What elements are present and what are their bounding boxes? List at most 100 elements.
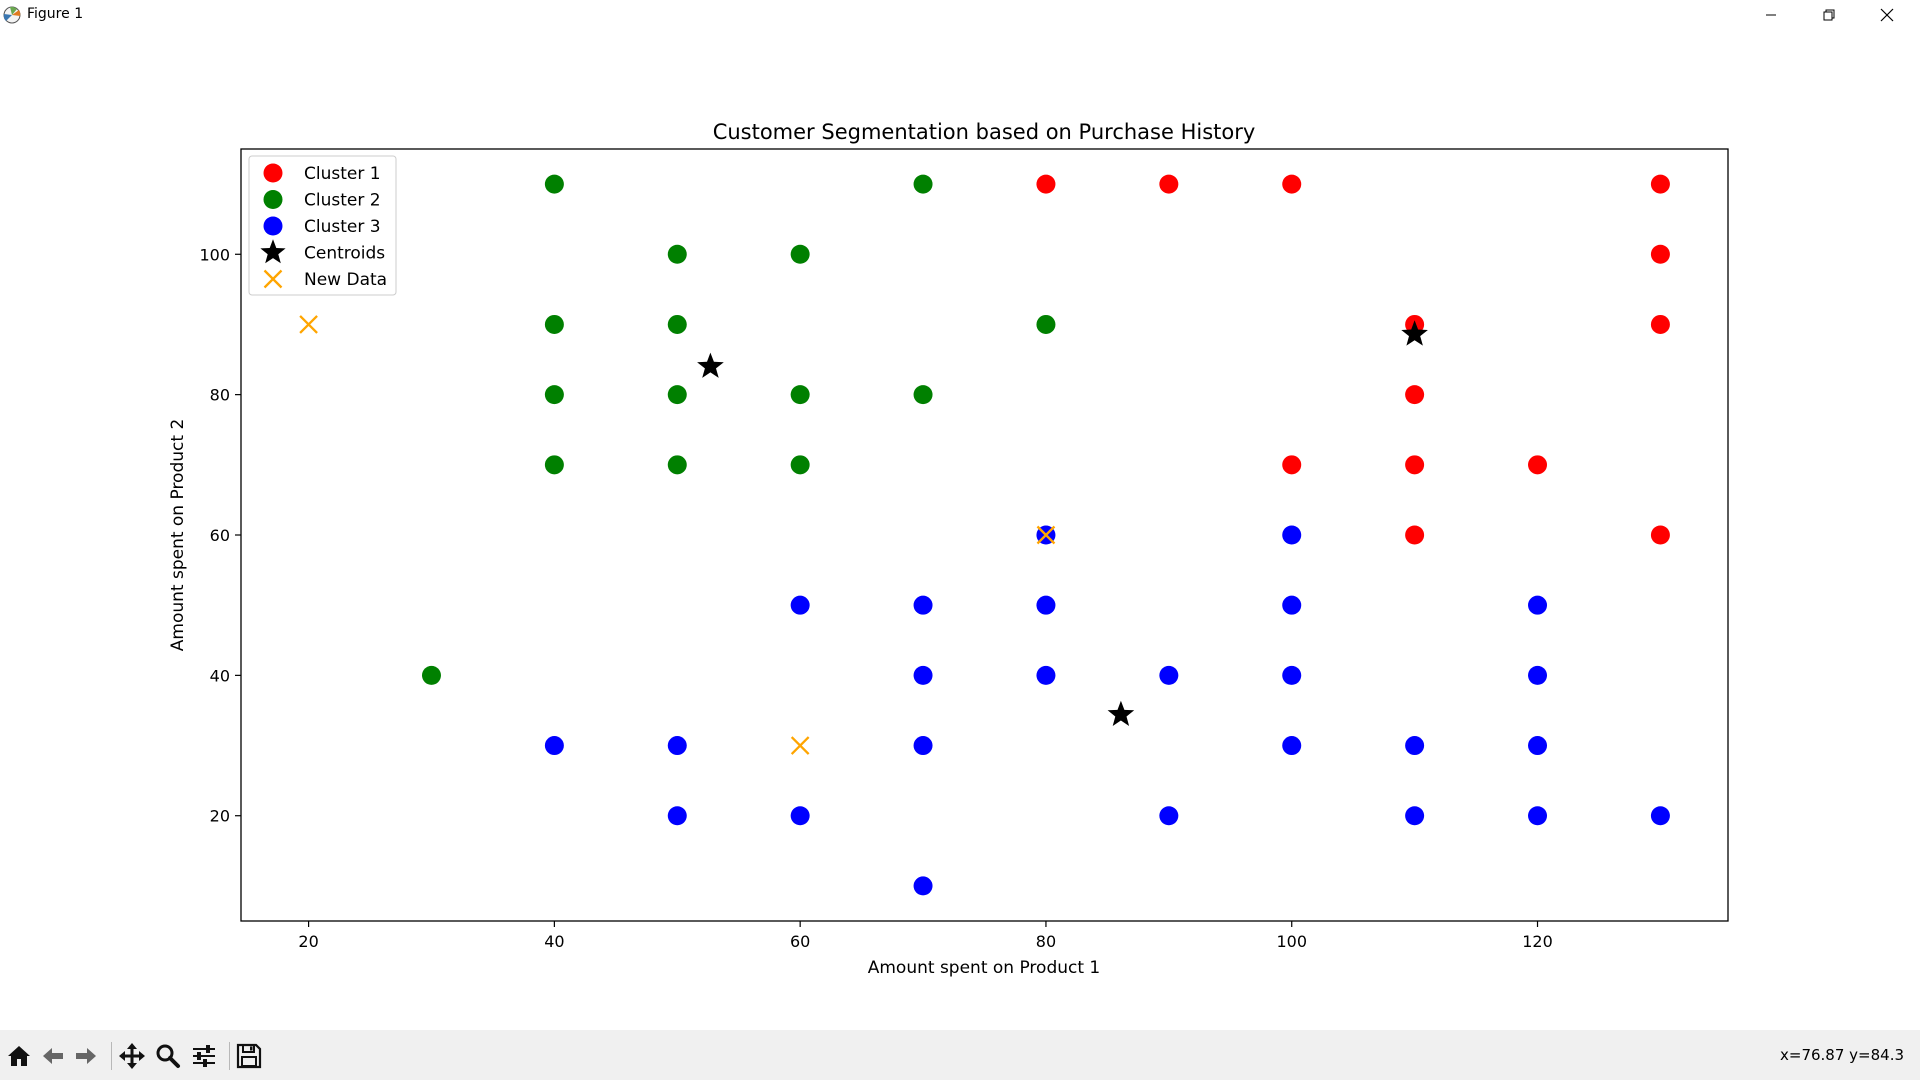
y-tick-label: 80 — [210, 386, 230, 405]
cluster-3-point — [544, 736, 564, 756]
cluster-3-point — [1528, 736, 1548, 756]
cluster-2-point — [667, 244, 687, 264]
cluster-3-point — [1528, 595, 1548, 615]
cluster-3-point — [1528, 665, 1548, 685]
cluster-3-point — [1650, 806, 1670, 826]
legend: Cluster 1 Cluster 2 Cluster 3 Centroids New … — [248, 155, 397, 296]
cluster-2-point — [913, 385, 933, 405]
new-data-point — [299, 315, 318, 334]
cluster-3-point — [1405, 806, 1425, 826]
figure-canvas[interactable]: 20 40 60 80 100 120 20 40 60 80 100 Customer Segm… — [0, 29, 1920, 1030]
cursor-coordinates: x=76.87 y=84.3 — [1780, 1046, 1904, 1064]
forward-button[interactable] — [71, 1041, 101, 1071]
navigation-toolbar: x=76.87 y=84.3 — [0, 1030, 1920, 1080]
cluster-2-point — [790, 455, 810, 475]
home-button[interactable] — [4, 1041, 34, 1071]
legend-entry: Cluster 1 — [304, 164, 381, 184]
x-axis-label: Amount spent on Product 1 — [868, 958, 1101, 978]
y-axis-ticks: 20 40 60 80 100 — [199, 245, 241, 826]
cluster-3-point — [913, 736, 933, 756]
data-points — [299, 174, 1670, 896]
chart-title: Customer Segmentation based on Purchase … — [713, 120, 1256, 144]
x-tick-label: 80 — [1036, 932, 1056, 951]
save-icon — [236, 1043, 262, 1069]
cluster-1-point — [1282, 455, 1302, 475]
minimize-button[interactable] — [1742, 0, 1800, 29]
x-tick-label: 20 — [298, 932, 318, 951]
centroids-point — [1401, 320, 1428, 346]
new-data-point — [1036, 525, 1056, 545]
toolbar-separator — [111, 1042, 112, 1070]
cluster-1-point — [1650, 244, 1670, 264]
cluster-1-point — [1036, 174, 1056, 194]
cluster-1-point — [1282, 174, 1302, 194]
cluster-3-point — [1159, 806, 1179, 826]
home-icon — [8, 1046, 30, 1066]
configure-subplots-button[interactable] — [189, 1041, 219, 1071]
legend-entry: Centroids — [304, 244, 385, 264]
cluster-3-point — [1405, 736, 1425, 756]
legend-marker — [263, 163, 283, 183]
x-tick-label: 120 — [1522, 932, 1553, 951]
window-title: Figure 1 — [27, 6, 84, 22]
cluster-3-point — [1159, 665, 1179, 685]
restore-icon — [1823, 9, 1835, 20]
new-data-point — [790, 736, 810, 755]
cluster-2-point — [790, 385, 810, 405]
window-titlebar: Figure 1 — [0, 0, 1920, 29]
legend-marker — [260, 239, 286, 264]
cluster-2-point — [667, 455, 687, 475]
x-tick-label: 100 — [1276, 932, 1307, 951]
cluster-3-point — [913, 876, 933, 896]
cluster-1-point — [1405, 525, 1425, 545]
cluster-2-point — [544, 314, 564, 334]
centroids-point — [697, 352, 724, 378]
restore-button[interactable] — [1800, 0, 1858, 29]
cluster-3-point — [1282, 525, 1302, 545]
cluster-2-point — [544, 455, 564, 475]
cluster-3-point — [667, 806, 687, 826]
close-icon — [1880, 8, 1894, 21]
cluster-1-point — [1405, 385, 1425, 405]
cluster-2-point — [790, 244, 810, 264]
cluster-3-point — [1036, 595, 1056, 615]
forward-arrow-icon — [76, 1048, 96, 1064]
toolbar-separator — [229, 1042, 230, 1070]
pan-button[interactable] — [117, 1041, 147, 1071]
x-tick-label: 60 — [790, 932, 810, 951]
cluster-3-point — [1282, 665, 1302, 685]
cluster-2-point — [544, 385, 564, 405]
y-tick-label: 100 — [199, 245, 230, 264]
configure-subplots-icon — [193, 1045, 215, 1067]
save-button[interactable] — [234, 1041, 264, 1071]
cluster-1-point — [1528, 455, 1548, 475]
y-tick-label: 40 — [210, 666, 230, 685]
y-tick-label: 20 — [210, 807, 230, 826]
cluster-3-point — [1036, 665, 1056, 685]
back-button[interactable] — [38, 1041, 68, 1071]
cluster-1-point — [1405, 455, 1425, 475]
cluster-2-point — [544, 174, 564, 194]
pan-icon — [119, 1043, 145, 1069]
cluster-3-point — [1282, 736, 1302, 756]
y-tick-label: 60 — [210, 526, 230, 545]
cluster-1-point — [1159, 174, 1179, 194]
back-arrow-icon — [43, 1048, 63, 1064]
plot-frame — [240, 148, 1729, 922]
cluster-3-point — [1282, 595, 1302, 615]
matplotlib-icon — [3, 6, 21, 24]
zoom-icon — [156, 1044, 180, 1068]
x-axis-ticks: 20 40 60 80 100 120 — [298, 921, 1553, 951]
legend-entry: New Data — [304, 270, 387, 290]
zoom-button[interactable] — [153, 1041, 183, 1071]
cluster-3-point — [913, 665, 933, 685]
cluster-3-point — [790, 806, 810, 826]
legend-frame — [248, 155, 397, 296]
cluster-1-point — [1650, 525, 1670, 545]
minimize-icon — [1766, 14, 1776, 15]
cluster-2-point — [913, 174, 933, 194]
cluster-3-point — [1528, 806, 1548, 826]
cluster-3-point — [790, 595, 810, 615]
cluster-1-point — [1650, 174, 1670, 194]
close-button[interactable] — [1858, 0, 1916, 29]
